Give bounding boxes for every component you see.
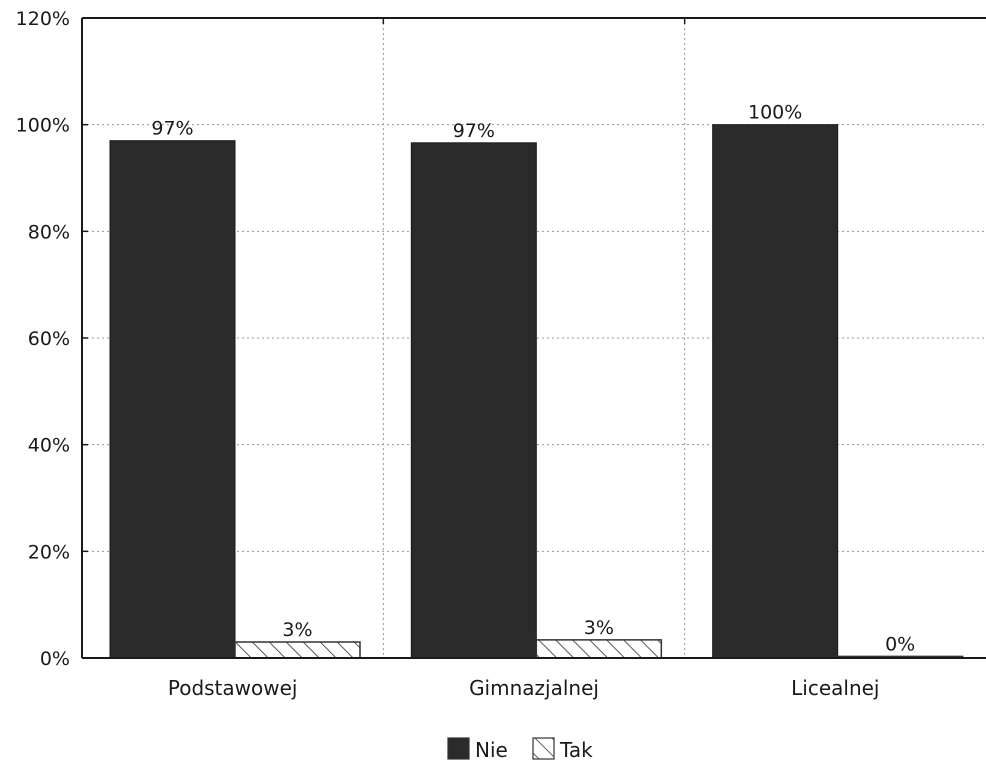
y-tick-label: 40% (28, 435, 70, 457)
axes (81, 17, 986, 659)
data-label: 97% (151, 118, 193, 140)
labels: 0% 20% 40% 60% 80% 100% 120% 97% 3% Podstawowej 97… (16, 8, 916, 700)
x-category-label: Gimnazjalnej (469, 676, 599, 700)
y-tick-label: 120% (16, 8, 70, 30)
x-category-label: Licealnej (791, 676, 879, 700)
bar-tak-podstawowej (234, 641, 361, 659)
y-tick-label: 60% (28, 328, 70, 350)
bar-tak-gimnazjalnej (535, 639, 663, 659)
y-tick-label: 80% (28, 221, 70, 243)
bar-nie-podstawowej (109, 140, 236, 659)
y-tick-label: 0% (40, 648, 70, 670)
data-label: 97% (453, 120, 495, 142)
data-label: 3% (584, 617, 614, 639)
y-tick-label: 20% (28, 541, 70, 563)
y-tick-label: 100% (16, 115, 70, 137)
legend: Nie Tak (447, 737, 593, 762)
data-label: 0% (885, 633, 915, 655)
legend-swatch-nie (447, 737, 470, 760)
bar-nie-gimnazjalnej (410, 142, 537, 659)
bar-nie-licealnej (712, 124, 839, 659)
x-category-label: Podstawowej (168, 676, 298, 700)
legend-label: Tak (559, 738, 593, 762)
legend-swatch-tak (532, 737, 555, 760)
data-label: 100% (748, 102, 802, 124)
data-label: 3% (282, 619, 312, 641)
legend-label: Nie (475, 738, 508, 762)
bars (109, 124, 964, 659)
